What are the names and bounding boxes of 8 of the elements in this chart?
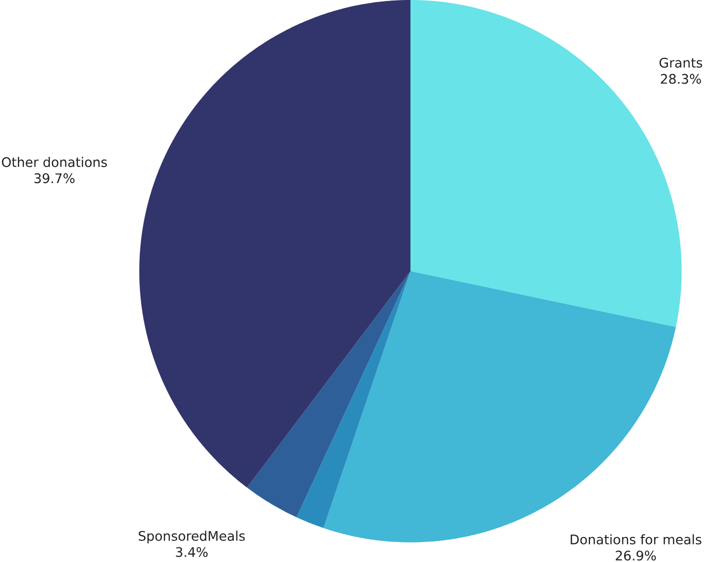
data-label: 39.7% (34, 173, 75, 184)
slice-label: SponsoredMeals (138, 530, 245, 544)
data-label: 26.9% (616, 550, 656, 561)
slice-label: Grants (660, 58, 702, 68)
slice-label: Donations for meals (570, 534, 702, 545)
data-label: 28.3% (660, 74, 701, 84)
slice-label: Other donations (2, 157, 107, 168)
data-label: 3.4% (176, 547, 208, 558)
